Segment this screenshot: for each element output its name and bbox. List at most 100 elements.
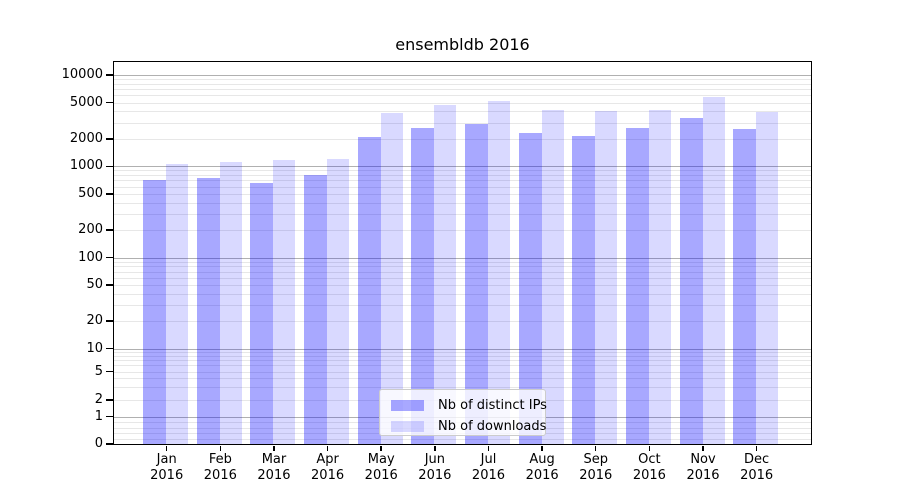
legend-item-label: Nb of distinct IPs (438, 398, 547, 413)
legend-item: Nb of distinct IPs (391, 395, 547, 416)
x-tick-mark (273, 446, 275, 451)
bar-distinct-ips (572, 136, 596, 444)
y-tick-label: 5 (94, 363, 103, 379)
gridline-minor (114, 371, 811, 373)
x-tick-label: May 2016 (349, 452, 413, 484)
bar-downloads (702, 97, 725, 444)
bar-downloads (648, 109, 671, 444)
bar-distinct-ips (464, 124, 488, 444)
x-tick-mark (648, 446, 651, 451)
x-tick-label-year: 2016 (579, 468, 613, 483)
bar-downloads (380, 112, 403, 444)
bar-downloads (219, 162, 242, 444)
y-tick-mark (106, 370, 113, 373)
y-tick-mark (106, 415, 113, 418)
gridline-minor (114, 284, 811, 286)
gridline-minor (114, 378, 811, 380)
bar-downloads (327, 159, 350, 444)
y-tick-mark (106, 320, 113, 322)
bar-distinct-ips (679, 118, 703, 444)
legend-item: Nb of downloads (391, 416, 547, 437)
gridline-minor (114, 180, 811, 182)
gridline-minor (114, 438, 811, 440)
y-tick-label: 1000 (69, 158, 103, 174)
bar-distinct-ips (304, 175, 328, 444)
gridline-minor (114, 193, 811, 195)
bar-distinct-ips (143, 180, 167, 444)
y-tick-label: 5000 (69, 94, 103, 110)
gridline-major (114, 166, 811, 168)
x-tick-label: Jun 2016 (403, 452, 467, 484)
x-tick-label-month: Nov (690, 452, 716, 467)
y-tick-mark (106, 399, 113, 401)
y-tick-label: 2 (94, 392, 103, 407)
y-tick-label: 2000 (69, 130, 103, 146)
bar-downloads (595, 110, 618, 444)
gridline-minor (114, 351, 811, 353)
legend: Nb of distinct IPs Nb of downloads (379, 389, 547, 437)
x-tick-label-year: 2016 (257, 468, 291, 483)
x-tick-label: Jul 2016 (456, 452, 520, 484)
y-tick-label: 1 (94, 408, 103, 424)
x-tick-mark (165, 446, 168, 451)
x-tick-mark (326, 446, 329, 451)
gridline-minor (114, 84, 811, 86)
x-tick-label-month: Apr (316, 452, 339, 467)
gridline-minor (114, 305, 811, 307)
x-tick-mark (380, 446, 382, 451)
x-tick-label: Aug 2016 (510, 452, 574, 484)
gridline-minor (114, 277, 811, 279)
x-tick-label: Jan 2016 (135, 452, 199, 484)
gridline-minor (114, 355, 811, 357)
gridline-minor (114, 271, 811, 273)
y-tick-label: 20 (86, 313, 103, 329)
gridline-minor (114, 365, 811, 367)
y-tick-mark (106, 347, 113, 350)
chart-title: ensembldb 2016 (395, 35, 530, 54)
x-tick-label-month: Jul (480, 452, 497, 467)
y-tick-mark (106, 229, 113, 231)
x-tick-label-month: Sep (583, 452, 608, 467)
y-tick-mark (106, 165, 113, 168)
plot-area (113, 61, 812, 445)
y-tick-label: 50 (86, 276, 103, 292)
x-tick-label-year: 2016 (311, 468, 345, 483)
x-tick-label: Feb 2016 (188, 452, 252, 484)
gridline-minor (114, 387, 811, 389)
x-tick-label-year: 2016 (364, 468, 398, 483)
gridline-minor (114, 111, 811, 113)
bar-distinct-ips (733, 129, 757, 444)
x-tick-label-month: Aug (529, 452, 555, 467)
gridline-minor (114, 138, 811, 140)
gridline-minor (114, 360, 811, 362)
x-tick-mark (219, 446, 222, 451)
y-tick-label: 10000 (61, 67, 103, 83)
x-tick-label-month: Oct (638, 452, 661, 467)
x-tick-label: Oct 2016 (617, 452, 681, 484)
y-tick-mark (106, 443, 113, 445)
gridline-major (114, 348, 811, 350)
y-tick-label: 500 (78, 185, 103, 201)
x-tick-label-month: Jan (156, 452, 177, 467)
x-tick-mark (434, 446, 436, 451)
y-tick-mark (106, 101, 113, 104)
legend-item-label: Nb of downloads (438, 419, 547, 434)
gridline-minor (114, 175, 811, 177)
x-tick-label-year: 2016 (150, 468, 184, 483)
x-tick-mark (487, 446, 490, 451)
gridline-minor (114, 102, 811, 104)
bar-distinct-ips (196, 178, 220, 444)
bar-distinct-ips (411, 128, 435, 444)
bar-distinct-ips (250, 183, 274, 444)
y-tick-mark (106, 74, 113, 76)
gridline-minor (114, 202, 811, 204)
gridline-minor (114, 230, 811, 232)
bar-distinct-ips (357, 136, 381, 444)
gridline-minor (114, 261, 811, 263)
x-tick-label: Apr 2016 (296, 452, 360, 484)
y-tick-mark (106, 284, 113, 286)
gridline-minor (114, 321, 811, 323)
x-tick-label-year: 2016 (525, 468, 559, 483)
bar-distinct-ips (518, 133, 542, 444)
x-tick-label-month: Jun (424, 452, 445, 467)
